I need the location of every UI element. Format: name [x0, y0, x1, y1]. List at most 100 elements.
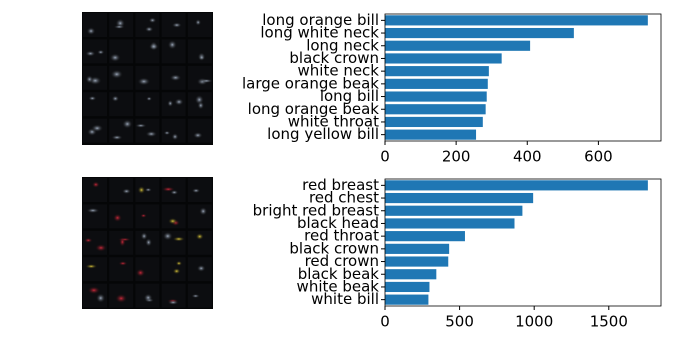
image-blob: [148, 43, 159, 51]
image-blob: [195, 233, 204, 240]
image-cell: [135, 92, 160, 117]
y-tick-label: black crown: [289, 239, 379, 257]
image-blob: [171, 22, 182, 28]
y-tick-label: large orange beak: [242, 74, 379, 92]
image-cell: [187, 65, 212, 90]
image-grid: [82, 177, 213, 309]
image-cell: [83, 13, 107, 37]
image-cell: [187, 283, 212, 308]
image-blob: [162, 231, 173, 241]
image-blob: [140, 232, 148, 241]
image-blob: [172, 268, 181, 275]
image-blob: [118, 261, 128, 266]
plot-frame: [384, 13, 662, 142]
y-tick-label: red crown: [305, 252, 379, 270]
image-blob: [137, 77, 151, 86]
y-tick-label: long bill: [320, 87, 379, 105]
image-blob: [171, 133, 179, 141]
image-blob: [167, 39, 178, 50]
y-tick-label: long neck: [306, 36, 379, 54]
image-cell: [135, 204, 160, 229]
y-tick-label: white beak: [297, 277, 380, 295]
image-cell: [135, 118, 160, 143]
y-tick-label: red breast: [302, 176, 379, 194]
y-tick-label: red chest: [309, 189, 379, 207]
y-tick-label: black head: [297, 214, 379, 232]
image-cell: [135, 13, 160, 37]
image-blob: [94, 243, 107, 252]
bar: [385, 53, 502, 64]
bar: [385, 256, 449, 267]
image-blob: [175, 260, 183, 266]
image-blob: [121, 188, 132, 195]
bar: [385, 66, 489, 77]
bar: [385, 269, 437, 280]
image-blob: [119, 237, 126, 247]
image-blob: [167, 217, 178, 225]
image-cell: [83, 92, 107, 117]
bar: [385, 104, 486, 115]
image-blob: [137, 185, 146, 194]
x-tick-label: 0: [380, 148, 390, 166]
bar: [385, 180, 648, 191]
bar: [385, 91, 487, 102]
x-tick-label: 400: [513, 148, 542, 166]
x-tick-label: 200: [442, 148, 471, 166]
image-grid: [82, 12, 214, 145]
x-tick-label: 500: [445, 313, 474, 331]
image-blob: [167, 99, 174, 108]
image-blob: [135, 268, 146, 278]
image-blob: [122, 119, 133, 129]
y-tick-label: white neck: [298, 62, 380, 80]
bar: [385, 40, 531, 51]
y-tick-label: black crown: [289, 49, 379, 67]
bar: [385, 27, 574, 39]
plot-frame: [384, 178, 662, 307]
y-tick-label: black beak: [298, 265, 380, 283]
image-blob: [140, 213, 147, 218]
image-blob: [174, 98, 184, 106]
bar: [385, 129, 477, 140]
image-blob: [83, 237, 93, 243]
image-blob: [86, 207, 100, 214]
image-blob: [143, 293, 153, 302]
image-blob: [87, 286, 101, 295]
bar: [385, 218, 515, 229]
bar: [385, 15, 648, 26]
x-tick-label: 0: [380, 313, 390, 331]
y-tick-label: long yellow bill: [267, 125, 379, 143]
y-tick-label: red throat: [304, 227, 379, 245]
bar: [385, 281, 430, 293]
image-blob: [196, 264, 206, 272]
image-blob: [198, 54, 205, 61]
image-blob: [148, 17, 157, 24]
image-cell: [83, 257, 107, 282]
image-blob: [95, 293, 106, 303]
y-tick-label: white throat: [288, 112, 379, 130]
image-cell: [135, 65, 160, 90]
y-tick-label: long orange beak: [248, 100, 380, 118]
image-cell: [109, 257, 134, 282]
image-blob: [167, 300, 179, 305]
image-blob: [197, 101, 205, 110]
image-blob: [86, 27, 96, 36]
image-blob: [191, 293, 200, 299]
image-cell: [109, 92, 134, 117]
image-blob: [195, 19, 202, 26]
y-tick-label: long orange bill: [262, 11, 379, 29]
image-blob: [90, 124, 104, 133]
x-tick-label: 1000: [515, 313, 553, 331]
image-blob: [111, 95, 120, 102]
image-blob: [115, 293, 128, 304]
y-tick-label: long white neck: [260, 24, 379, 42]
image-blob: [109, 53, 121, 63]
image-blob: [111, 134, 123, 141]
image-cell: [187, 204, 212, 229]
bar: [385, 205, 523, 216]
x-tick-label: 600: [584, 148, 613, 166]
image-blob: [85, 50, 96, 57]
y-tick-label: bright red breast: [253, 201, 379, 219]
image-blob: [192, 131, 203, 139]
image-blob: [163, 130, 171, 136]
